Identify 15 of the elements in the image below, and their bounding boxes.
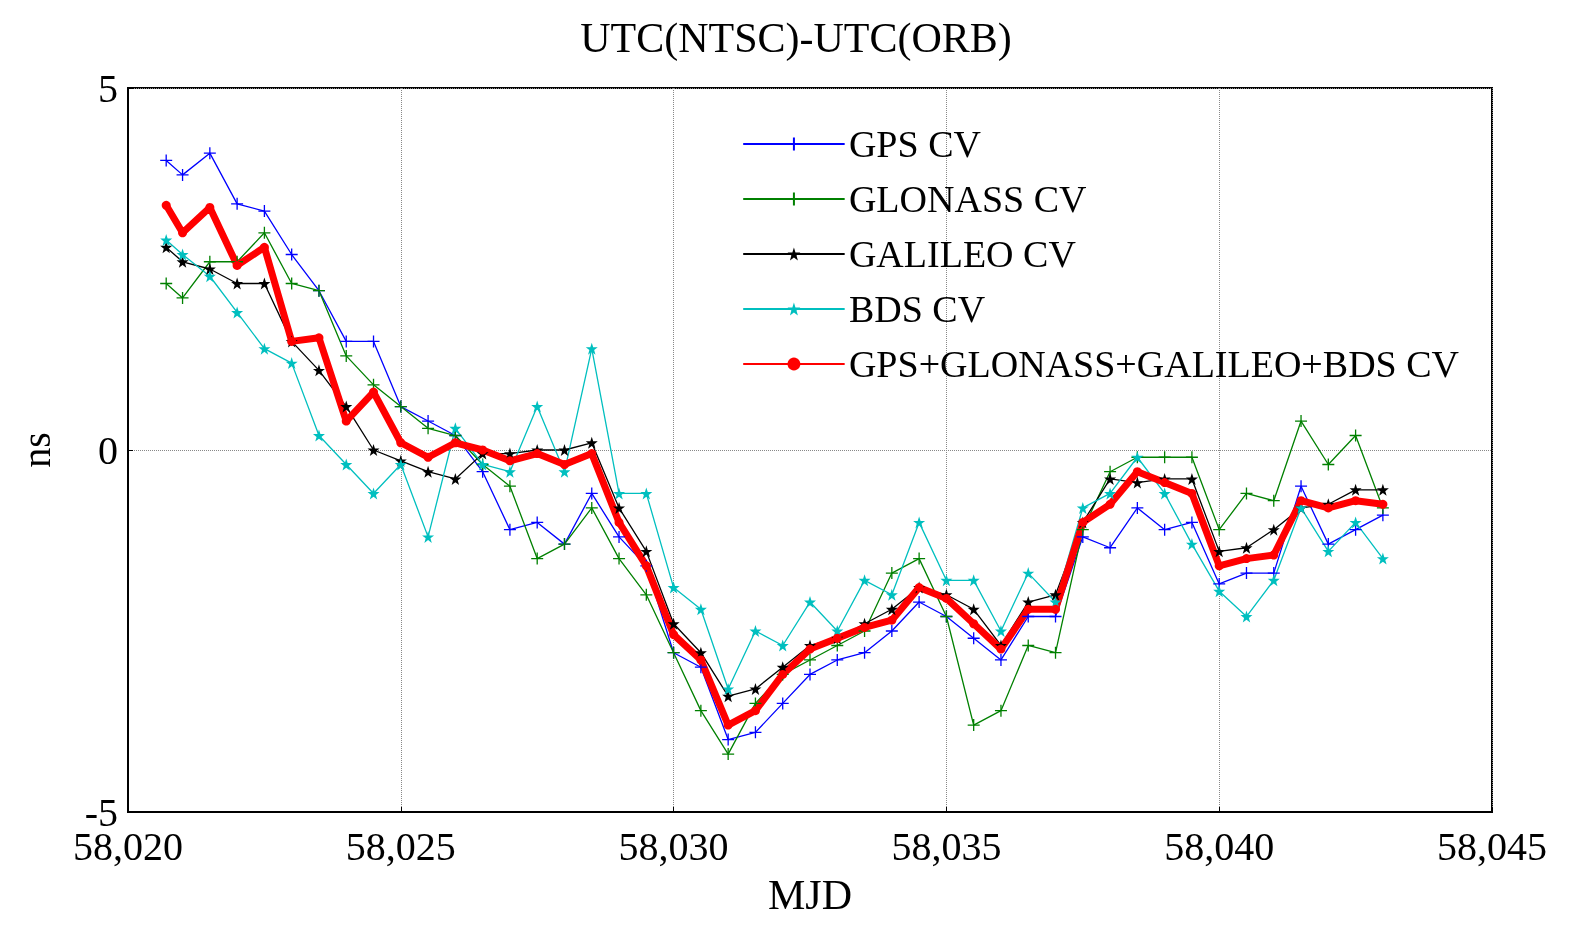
chart-title: UTC(NTSC)-UTC(ORB) <box>580 15 1012 62</box>
x-tick-label: 58,040 <box>1164 823 1275 869</box>
y-tick-label: 0 <box>98 427 118 473</box>
legend-label: GALILEO CV <box>848 233 1077 275</box>
x-tick-label: 58,045 <box>1437 823 1547 869</box>
x-tick-label: 58,025 <box>345 823 456 869</box>
y-axis-title: ns <box>13 432 59 468</box>
legend-label: BDS CV <box>848 288 986 330</box>
x-axis-title: MJD <box>767 872 853 918</box>
x-tick-label: 58,035 <box>891 823 1002 869</box>
legend-label: GLONASS CV <box>848 178 1088 220</box>
x-tick-label: 58,030 <box>618 823 729 869</box>
legend-label: GPS CV <box>848 123 982 165</box>
y-tick-label: 5 <box>98 65 118 111</box>
legend-label: GPS+GLONASS+GALILEO+BDS CV <box>848 343 1460 385</box>
